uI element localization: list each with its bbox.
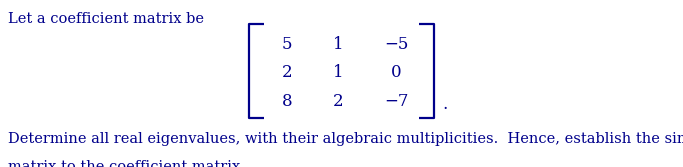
Text: 5: 5	[281, 36, 292, 53]
Text: −7: −7	[384, 93, 408, 110]
Text: 1: 1	[333, 36, 344, 53]
Text: 2: 2	[281, 64, 292, 81]
Text: −5: −5	[384, 36, 408, 53]
Text: Let a coefficient matrix be: Let a coefficient matrix be	[8, 12, 204, 26]
Text: 8: 8	[281, 93, 292, 110]
Text: 0: 0	[391, 64, 402, 81]
Text: 2: 2	[333, 93, 344, 110]
Text: .: .	[443, 96, 448, 113]
Text: Determine all real eigenvalues, with their algebraic multiplicities.  Hence, est: Determine all real eigenvalues, with the…	[8, 132, 683, 146]
Text: 1: 1	[333, 64, 344, 81]
Text: matrix to the coefficient matrix.: matrix to the coefficient matrix.	[8, 160, 245, 167]
